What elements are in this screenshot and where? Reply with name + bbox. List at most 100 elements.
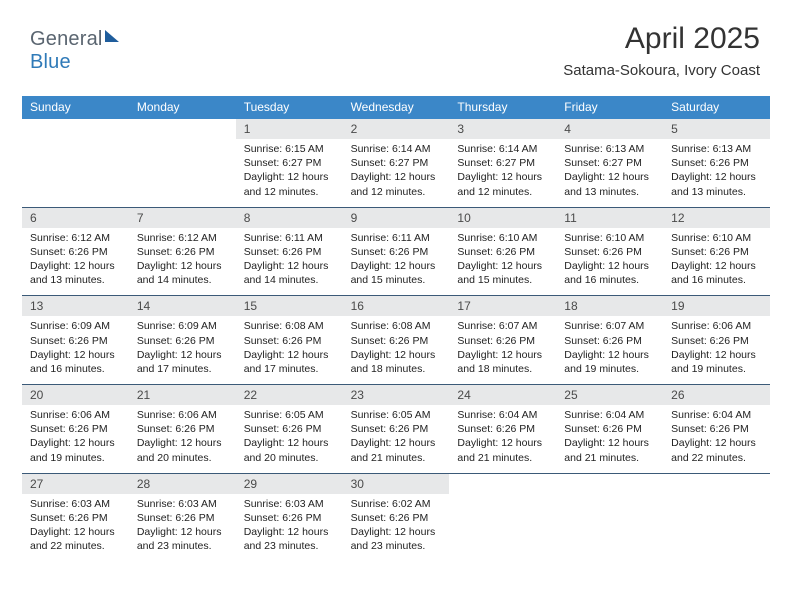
calendar-day: 7Sunrise: 6:12 AMSunset: 6:26 PMDaylight…	[129, 208, 236, 296]
brand-mark-icon	[105, 30, 119, 42]
weekday-header: Thursday	[449, 96, 556, 119]
day-details: Sunrise: 6:12 AMSunset: 6:26 PMDaylight:…	[22, 228, 129, 296]
calendar-day: 20Sunrise: 6:06 AMSunset: 6:26 PMDayligh…	[22, 385, 129, 473]
weekday-header: Sunday	[22, 96, 129, 119]
calendar-day: 22Sunrise: 6:05 AMSunset: 6:26 PMDayligh…	[236, 385, 343, 473]
day-number: 12	[663, 208, 770, 228]
day-details: Sunrise: 6:06 AMSunset: 6:26 PMDaylight:…	[22, 405, 129, 473]
day-number	[129, 119, 236, 139]
calendar-day: 25Sunrise: 6:04 AMSunset: 6:26 PMDayligh…	[556, 385, 663, 473]
calendar-day: 2Sunrise: 6:14 AMSunset: 6:27 PMDaylight…	[343, 119, 450, 207]
day-details: Sunrise: 6:04 AMSunset: 6:26 PMDaylight:…	[663, 405, 770, 473]
day-details: Sunrise: 6:04 AMSunset: 6:26 PMDaylight:…	[449, 405, 556, 473]
day-number: 7	[129, 208, 236, 228]
calendar-day: 19Sunrise: 6:06 AMSunset: 6:26 PMDayligh…	[663, 296, 770, 384]
day-details: Sunrise: 6:10 AMSunset: 6:26 PMDaylight:…	[556, 228, 663, 296]
calendar-day: 8Sunrise: 6:11 AMSunset: 6:26 PMDaylight…	[236, 208, 343, 296]
day-number: 25	[556, 385, 663, 405]
day-number: 5	[663, 119, 770, 139]
day-details: Sunrise: 6:07 AMSunset: 6:26 PMDaylight:…	[556, 316, 663, 384]
day-details: Sunrise: 6:10 AMSunset: 6:26 PMDaylight:…	[663, 228, 770, 296]
calendar-day: 21Sunrise: 6:06 AMSunset: 6:26 PMDayligh…	[129, 385, 236, 473]
calendar-day: 13Sunrise: 6:09 AMSunset: 6:26 PMDayligh…	[22, 296, 129, 384]
calendar-day: 6Sunrise: 6:12 AMSunset: 6:26 PMDaylight…	[22, 208, 129, 296]
day-number: 16	[343, 296, 450, 316]
page-subtitle: Satama-Sokoura, Ivory Coast	[563, 62, 760, 79]
calendar-day: 18Sunrise: 6:07 AMSunset: 6:26 PMDayligh…	[556, 296, 663, 384]
day-number: 28	[129, 474, 236, 494]
day-number: 24	[449, 385, 556, 405]
day-details: Sunrise: 6:10 AMSunset: 6:26 PMDaylight:…	[449, 228, 556, 296]
calendar-day: 4Sunrise: 6:13 AMSunset: 6:27 PMDaylight…	[556, 119, 663, 207]
calendar-day: 30Sunrise: 6:02 AMSunset: 6:26 PMDayligh…	[343, 474, 450, 562]
day-number: 26	[663, 385, 770, 405]
weekday-header: Tuesday	[236, 96, 343, 119]
calendar-day: 11Sunrise: 6:10 AMSunset: 6:26 PMDayligh…	[556, 208, 663, 296]
day-number: 29	[236, 474, 343, 494]
day-number: 2	[343, 119, 450, 139]
weekday-header-row: SundayMondayTuesdayWednesdayThursdayFrid…	[22, 96, 770, 119]
day-number: 17	[449, 296, 556, 316]
calendar-day: 9Sunrise: 6:11 AMSunset: 6:26 PMDaylight…	[343, 208, 450, 296]
calendar-day: 16Sunrise: 6:08 AMSunset: 6:26 PMDayligh…	[343, 296, 450, 384]
day-number: 14	[129, 296, 236, 316]
day-number: 4	[556, 119, 663, 139]
day-number: 20	[22, 385, 129, 405]
day-details: Sunrise: 6:07 AMSunset: 6:26 PMDaylight:…	[449, 316, 556, 384]
day-details: Sunrise: 6:11 AMSunset: 6:26 PMDaylight:…	[236, 228, 343, 296]
day-number: 10	[449, 208, 556, 228]
day-details: Sunrise: 6:03 AMSunset: 6:26 PMDaylight:…	[129, 494, 236, 562]
day-number: 19	[663, 296, 770, 316]
weekday-header: Wednesday	[343, 96, 450, 119]
page-title: April 2025	[625, 22, 760, 56]
calendar-day: 15Sunrise: 6:08 AMSunset: 6:26 PMDayligh…	[236, 296, 343, 384]
day-number	[663, 474, 770, 494]
calendar-day: 12Sunrise: 6:10 AMSunset: 6:26 PMDayligh…	[663, 208, 770, 296]
brand-part1: General	[30, 28, 103, 50]
day-details: Sunrise: 6:08 AMSunset: 6:26 PMDaylight:…	[343, 316, 450, 384]
day-number: 3	[449, 119, 556, 139]
calendar-week: 13Sunrise: 6:09 AMSunset: 6:26 PMDayligh…	[22, 296, 770, 385]
day-number: 22	[236, 385, 343, 405]
day-number: 15	[236, 296, 343, 316]
calendar-day: 3Sunrise: 6:14 AMSunset: 6:27 PMDaylight…	[449, 119, 556, 207]
day-number	[556, 474, 663, 494]
calendar-week: 1Sunrise: 6:15 AMSunset: 6:27 PMDaylight…	[22, 119, 770, 208]
day-details: Sunrise: 6:06 AMSunset: 6:26 PMDaylight:…	[663, 316, 770, 384]
calendar-day: 5Sunrise: 6:13 AMSunset: 6:26 PMDaylight…	[663, 119, 770, 207]
day-details: Sunrise: 6:12 AMSunset: 6:26 PMDaylight:…	[129, 228, 236, 296]
day-details: Sunrise: 6:05 AMSunset: 6:26 PMDaylight:…	[236, 405, 343, 473]
day-details: Sunrise: 6:05 AMSunset: 6:26 PMDaylight:…	[343, 405, 450, 473]
day-number: 1	[236, 119, 343, 139]
day-number	[449, 474, 556, 494]
day-number: 13	[22, 296, 129, 316]
day-number: 21	[129, 385, 236, 405]
calendar-day: 10Sunrise: 6:10 AMSunset: 6:26 PMDayligh…	[449, 208, 556, 296]
day-number: 11	[556, 208, 663, 228]
day-details: Sunrise: 6:15 AMSunset: 6:27 PMDaylight:…	[236, 139, 343, 207]
calendar-day: 23Sunrise: 6:05 AMSunset: 6:26 PMDayligh…	[343, 385, 450, 473]
day-details: Sunrise: 6:14 AMSunset: 6:27 PMDaylight:…	[343, 139, 450, 207]
calendar-day	[129, 119, 236, 207]
day-details: Sunrise: 6:03 AMSunset: 6:26 PMDaylight:…	[22, 494, 129, 562]
calendar-day: 29Sunrise: 6:03 AMSunset: 6:26 PMDayligh…	[236, 474, 343, 562]
weekday-header: Saturday	[663, 96, 770, 119]
brand-part2: Blue	[30, 51, 71, 73]
day-details: Sunrise: 6:14 AMSunset: 6:27 PMDaylight:…	[449, 139, 556, 207]
weekday-header: Friday	[556, 96, 663, 119]
calendar-day: 26Sunrise: 6:04 AMSunset: 6:26 PMDayligh…	[663, 385, 770, 473]
day-number: 6	[22, 208, 129, 228]
day-number: 8	[236, 208, 343, 228]
calendar-day: 17Sunrise: 6:07 AMSunset: 6:26 PMDayligh…	[449, 296, 556, 384]
brand-logo: General Blue	[30, 28, 119, 74]
day-number: 30	[343, 474, 450, 494]
day-number: 27	[22, 474, 129, 494]
day-details: Sunrise: 6:02 AMSunset: 6:26 PMDaylight:…	[343, 494, 450, 562]
weekday-header: Monday	[129, 96, 236, 119]
day-details: Sunrise: 6:13 AMSunset: 6:27 PMDaylight:…	[556, 139, 663, 207]
day-number: 23	[343, 385, 450, 405]
day-number	[22, 119, 129, 139]
calendar-day	[22, 119, 129, 207]
day-details: Sunrise: 6:11 AMSunset: 6:26 PMDaylight:…	[343, 228, 450, 296]
calendar-day	[663, 474, 770, 562]
